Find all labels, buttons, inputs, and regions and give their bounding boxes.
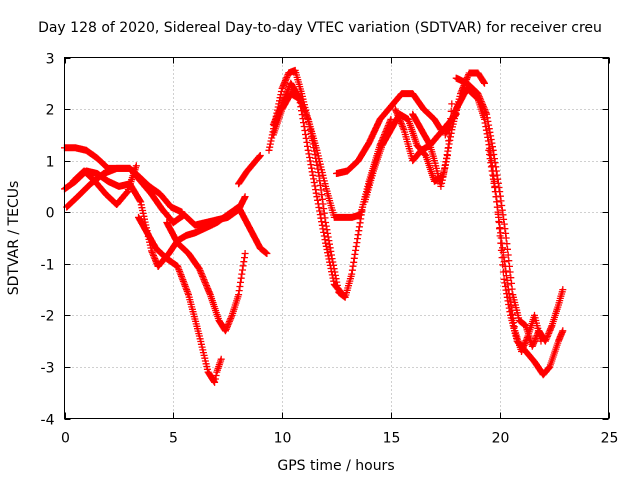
y-axis-tick-labels: -4 -3 -2 -1 0 1 2 3 bbox=[41, 52, 55, 429]
y-tick-label: 2 bbox=[46, 103, 55, 119]
x-tick-label: 10 bbox=[274, 431, 292, 447]
y-axis-label: SDTVAR / TECUs bbox=[6, 181, 22, 296]
y-tick-label: -4 bbox=[41, 413, 55, 429]
x-axis-tick-labels: 0 5 10 15 20 25 bbox=[61, 431, 618, 447]
data-series bbox=[61, 66, 567, 386]
series-satellite-track-3 bbox=[154, 203, 271, 270]
x-axis-label: GPS time / hours bbox=[277, 458, 394, 474]
x-tick-label: 15 bbox=[383, 431, 401, 447]
series-satellite-track-6 bbox=[63, 164, 186, 216]
data-point-markers bbox=[409, 100, 456, 190]
data-point-markers bbox=[69, 162, 140, 208]
data-point-markers bbox=[333, 90, 445, 177]
series-satellite-track-11 bbox=[269, 79, 347, 299]
x-tick-label: 5 bbox=[169, 431, 178, 447]
data-point-markers bbox=[163, 219, 249, 335]
y-tick-label: -1 bbox=[41, 258, 55, 274]
series-satellite-track-18 bbox=[485, 146, 545, 355]
grid-lines bbox=[64, 57, 609, 419]
y-tick-label: -3 bbox=[41, 361, 55, 377]
series-satellite-track-5 bbox=[163, 219, 249, 335]
y-tick-label: 0 bbox=[46, 206, 55, 222]
x-tick-label: 25 bbox=[601, 431, 619, 447]
data-point-markers bbox=[63, 164, 186, 216]
y-tick-label: 3 bbox=[46, 52, 55, 68]
series-satellite-track-8 bbox=[235, 152, 264, 188]
data-point-markers bbox=[135, 213, 225, 386]
series-satellite-track-12 bbox=[333, 90, 445, 177]
data-point-markers bbox=[235, 152, 264, 188]
chart-title: Day 128 of 2020, Sidereal Day-to-day VTE… bbox=[38, 20, 602, 36]
axis-ticks bbox=[64, 57, 610, 420]
series-satellite-track-15 bbox=[409, 100, 456, 190]
series-satellite-track-4 bbox=[135, 213, 225, 386]
x-tick-label: 20 bbox=[492, 431, 510, 447]
data-point-markers bbox=[154, 203, 271, 270]
data-point-markers bbox=[485, 146, 545, 355]
series-satellite-track-7 bbox=[69, 162, 140, 208]
data-point-markers bbox=[269, 79, 347, 299]
y-tick-label: 1 bbox=[46, 155, 55, 171]
x-tick-label: 0 bbox=[61, 431, 70, 447]
y-tick-label: -2 bbox=[41, 309, 55, 325]
plot-frame bbox=[64, 57, 609, 419]
